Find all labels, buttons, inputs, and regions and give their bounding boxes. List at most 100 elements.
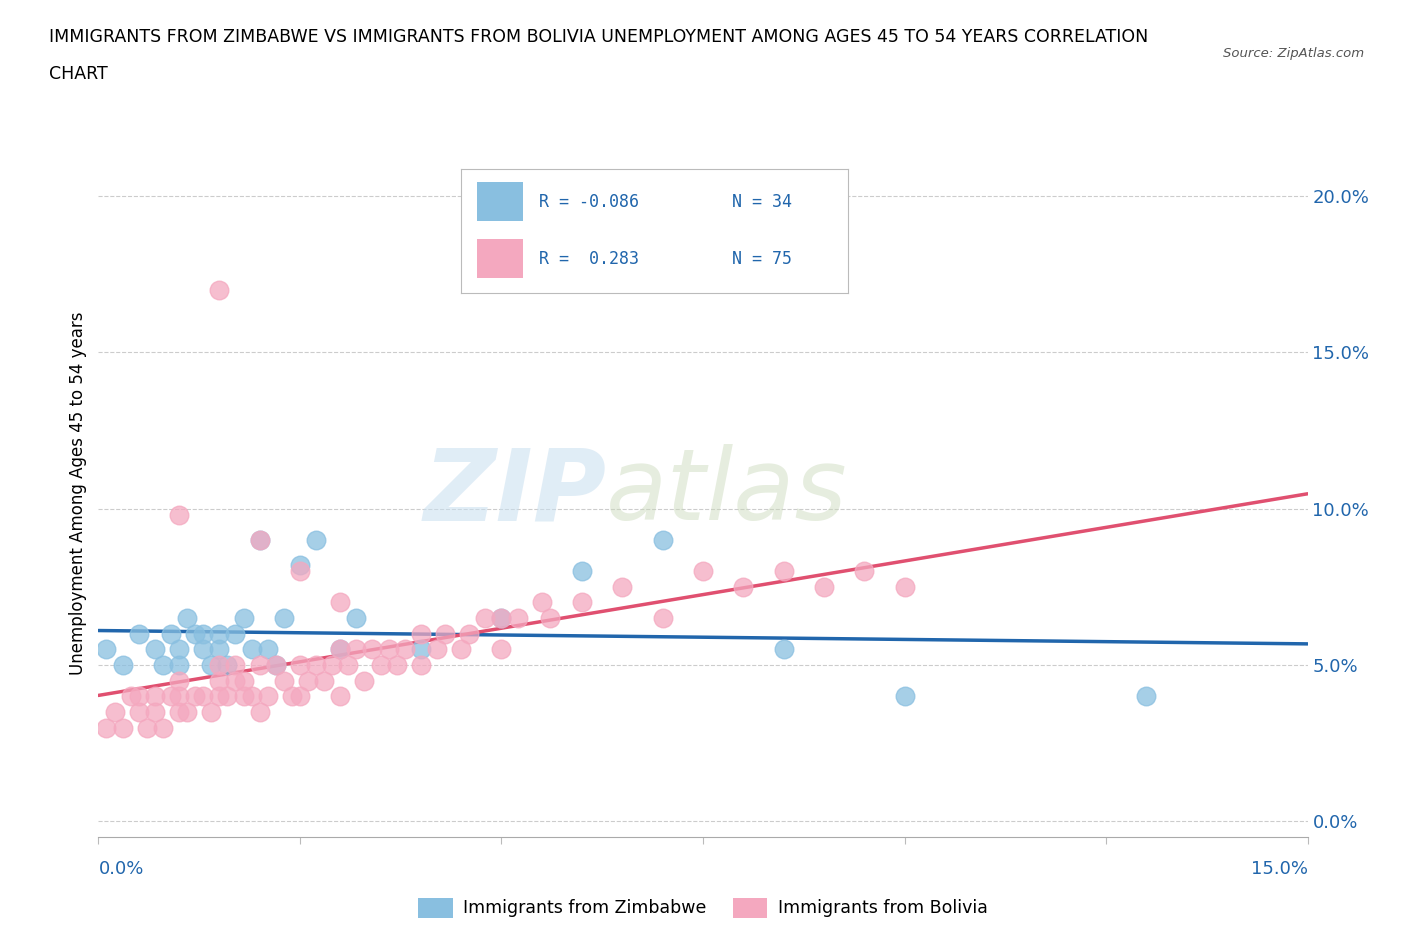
Text: ZIP: ZIP: [423, 445, 606, 541]
Point: [217, 689, 239, 704]
Point: [264, 658, 287, 672]
Point: [135, 720, 157, 735]
Point: [305, 532, 328, 547]
Point: [491, 611, 513, 626]
Point: [249, 532, 271, 547]
Point: [530, 595, 553, 610]
Point: [152, 658, 174, 672]
Point: [377, 642, 399, 657]
Point: [193, 626, 215, 641]
Point: [394, 642, 416, 657]
Point: [128, 626, 150, 641]
Point: [506, 611, 529, 626]
Point: [314, 673, 336, 688]
Point: [200, 658, 222, 672]
Point: [232, 673, 254, 688]
Point: [143, 642, 166, 657]
Point: [143, 689, 166, 704]
Point: [208, 673, 231, 688]
Point: [651, 611, 673, 626]
Point: [208, 626, 231, 641]
Point: [217, 658, 239, 672]
Point: [193, 689, 215, 704]
Point: [409, 642, 432, 657]
Point: [281, 689, 304, 704]
Text: 0.0%: 0.0%: [98, 860, 143, 878]
Point: [184, 689, 207, 704]
Point: [651, 532, 673, 547]
Point: [224, 658, 246, 672]
Point: [208, 282, 231, 297]
Point: [128, 689, 150, 704]
Point: [329, 642, 352, 657]
Point: [409, 658, 432, 672]
Point: [264, 658, 287, 672]
Text: atlas: atlas: [606, 445, 848, 541]
Point: [353, 673, 375, 688]
Point: [232, 689, 254, 704]
Point: [305, 658, 328, 672]
Text: IMMIGRANTS FROM ZIMBABWE VS IMMIGRANTS FROM BOLIVIA UNEMPLOYMENT AMONG AGES 45 T: IMMIGRANTS FROM ZIMBABWE VS IMMIGRANTS F…: [49, 28, 1149, 46]
Point: [184, 626, 207, 641]
Point: [370, 658, 392, 672]
Point: [538, 611, 561, 626]
Point: [249, 704, 271, 719]
Point: [491, 611, 513, 626]
Point: [167, 508, 190, 523]
Point: [772, 642, 794, 657]
Point: [337, 658, 360, 672]
Point: [344, 611, 367, 626]
Point: [96, 642, 118, 657]
Point: [160, 689, 183, 704]
Point: [167, 658, 190, 672]
Point: [167, 704, 190, 719]
Point: [571, 564, 593, 578]
Point: [208, 689, 231, 704]
Point: [434, 626, 457, 641]
Point: [167, 689, 190, 704]
Point: [167, 673, 190, 688]
Point: [692, 564, 714, 578]
Point: [111, 658, 134, 672]
Point: [893, 579, 915, 594]
Point: [224, 626, 246, 641]
Point: [853, 564, 876, 578]
Point: [240, 689, 263, 704]
Point: [288, 689, 311, 704]
Point: [240, 642, 263, 657]
Point: [103, 704, 125, 719]
Point: [1135, 689, 1157, 704]
Point: [329, 642, 352, 657]
Point: [893, 689, 915, 704]
Point: [385, 658, 408, 672]
Text: 15.0%: 15.0%: [1250, 860, 1308, 878]
Point: [111, 720, 134, 735]
Y-axis label: Unemployment Among Ages 45 to 54 years: Unemployment Among Ages 45 to 54 years: [69, 312, 87, 674]
Text: Source: ZipAtlas.com: Source: ZipAtlas.com: [1223, 46, 1364, 60]
Point: [329, 689, 352, 704]
Point: [96, 720, 118, 735]
Point: [329, 595, 352, 610]
Point: [232, 611, 254, 626]
Point: [143, 704, 166, 719]
Point: [152, 720, 174, 735]
Point: [176, 704, 198, 719]
Point: [450, 642, 472, 657]
Point: [200, 704, 222, 719]
Point: [120, 689, 142, 704]
Legend: Immigrants from Zimbabwe, Immigrants from Bolivia: Immigrants from Zimbabwe, Immigrants fro…: [412, 891, 994, 924]
Point: [361, 642, 384, 657]
Point: [288, 658, 311, 672]
Point: [288, 564, 311, 578]
Point: [208, 642, 231, 657]
Point: [249, 658, 271, 672]
Point: [160, 626, 183, 641]
Point: [224, 673, 246, 688]
Point: [474, 611, 496, 626]
Point: [426, 642, 449, 657]
Point: [128, 704, 150, 719]
Point: [321, 658, 343, 672]
Point: [193, 642, 215, 657]
Point: [458, 626, 481, 641]
Text: CHART: CHART: [49, 65, 108, 83]
